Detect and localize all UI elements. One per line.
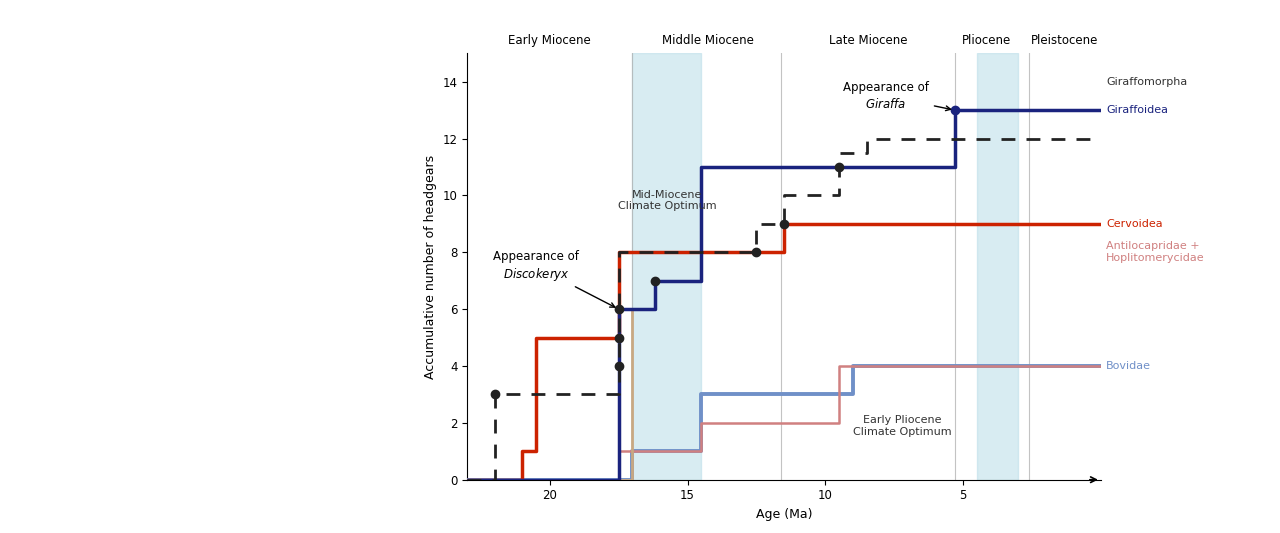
Text: Giraffomorpha: Giraffomorpha xyxy=(1106,77,1188,87)
Bar xyxy=(632,53,701,480)
Text: Early Miocene: Early Miocene xyxy=(508,34,591,47)
Y-axis label: Accumulative number of headgears: Accumulative number of headgears xyxy=(424,155,436,378)
Bar xyxy=(977,53,1018,480)
Text: Mid-Miocene
Climate Optimum: Mid-Miocene Climate Optimum xyxy=(618,190,717,212)
Text: Appearance of
$\bf{\it{Giraffa}}$: Appearance of $\bf{\it{Giraffa}}$ xyxy=(844,82,951,111)
Text: Giraffoidea: Giraffoidea xyxy=(1106,105,1169,115)
Text: Early Pliocene
Climate Optimum: Early Pliocene Climate Optimum xyxy=(854,415,952,437)
Text: Antilocapridae +
Hoplitomerycidae: Antilocapridae + Hoplitomerycidae xyxy=(1106,241,1204,263)
Text: Middle Miocene: Middle Miocene xyxy=(662,34,754,47)
Text: Pleistocene: Pleistocene xyxy=(1032,34,1098,47)
Text: Late Miocene: Late Miocene xyxy=(828,34,908,47)
X-axis label: Age (Ma): Age (Ma) xyxy=(755,508,813,521)
Text: Bovidae: Bovidae xyxy=(1106,361,1151,371)
Text: Cervoidea: Cervoidea xyxy=(1106,219,1164,229)
Text: Appearance of
$\bf{\it{Discokeryx}}$: Appearance of $\bf{\it{Discokeryx}}$ xyxy=(493,251,614,307)
Text: Pliocene: Pliocene xyxy=(961,34,1011,47)
